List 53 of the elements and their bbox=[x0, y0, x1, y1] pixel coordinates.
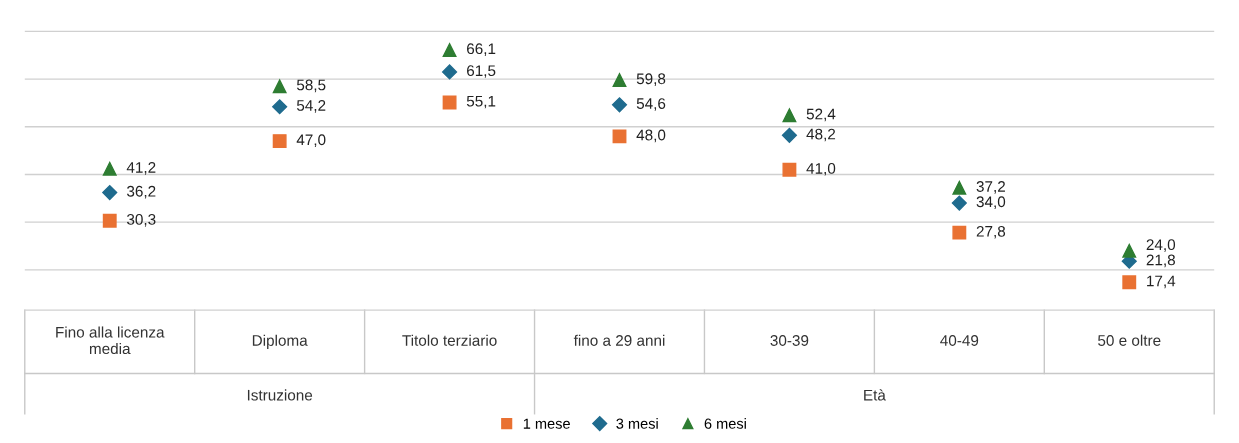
point bbox=[442, 64, 458, 80]
data-label: 41,0 bbox=[806, 162, 836, 176]
data-label: 30,3 bbox=[126, 214, 156, 227]
point bbox=[612, 129, 627, 144]
data-label: 52,4 bbox=[806, 108, 836, 122]
point bbox=[781, 127, 797, 143]
point bbox=[102, 161, 117, 176]
data-label: 54,6 bbox=[636, 98, 666, 111]
legend-label: 1 mese bbox=[523, 418, 570, 429]
x-tick-label: Titolo terziario bbox=[402, 334, 497, 346]
data-label: 34,0 bbox=[976, 196, 1006, 209]
data-label: 58,5 bbox=[296, 79, 326, 93]
point bbox=[782, 108, 797, 123]
data-label: 66,1 bbox=[467, 43, 496, 56]
point bbox=[102, 185, 118, 201]
data-label: 48,2 bbox=[806, 128, 836, 142]
point bbox=[272, 99, 288, 115]
point bbox=[102, 213, 117, 228]
point bbox=[951, 195, 967, 211]
data-label: 37,2 bbox=[976, 181, 1005, 194]
point bbox=[611, 97, 628, 113]
data-label: 55,1 bbox=[466, 95, 496, 109]
x-tick-label: 50 e oltre bbox=[1098, 334, 1161, 346]
point bbox=[952, 180, 967, 195]
text: Istruzione bbox=[247, 389, 313, 401]
point bbox=[952, 225, 967, 240]
data-label: 47,0 bbox=[296, 134, 326, 147]
point bbox=[782, 162, 797, 177]
x-tick-label: 40-49 bbox=[940, 335, 979, 346]
data-label: 36,2 bbox=[126, 185, 156, 199]
data-label: 27,8 bbox=[976, 225, 1006, 239]
x-tick-label: fino a 29 anni bbox=[573, 334, 665, 346]
point bbox=[1122, 275, 1137, 290]
point bbox=[1122, 243, 1137, 258]
point bbox=[442, 43, 457, 57]
x-tick-label: Diploma bbox=[252, 334, 308, 349]
x-tick-label: Fino alla licenza media bbox=[56, 326, 165, 355]
legend-label: 6 mesi bbox=[704, 418, 746, 429]
point bbox=[612, 73, 627, 88]
data-label: 24,0 bbox=[1146, 239, 1176, 252]
data-label: 17,4 bbox=[1147, 275, 1176, 289]
x-tick-label: 30-39 bbox=[770, 335, 809, 346]
data-label: 41,2 bbox=[126, 162, 156, 175]
data-label: 21,8 bbox=[1146, 254, 1175, 268]
data-label: 59,8 bbox=[636, 73, 666, 86]
data-label: 48,0 bbox=[636, 129, 666, 143]
text: Età bbox=[864, 389, 886, 401]
legend-label: 3 mesi bbox=[616, 418, 658, 429]
data-label: 54,2 bbox=[296, 100, 326, 113]
data-label: 61,5 bbox=[467, 65, 496, 78]
point bbox=[442, 95, 457, 110]
point bbox=[272, 79, 287, 94]
point bbox=[272, 134, 287, 149]
